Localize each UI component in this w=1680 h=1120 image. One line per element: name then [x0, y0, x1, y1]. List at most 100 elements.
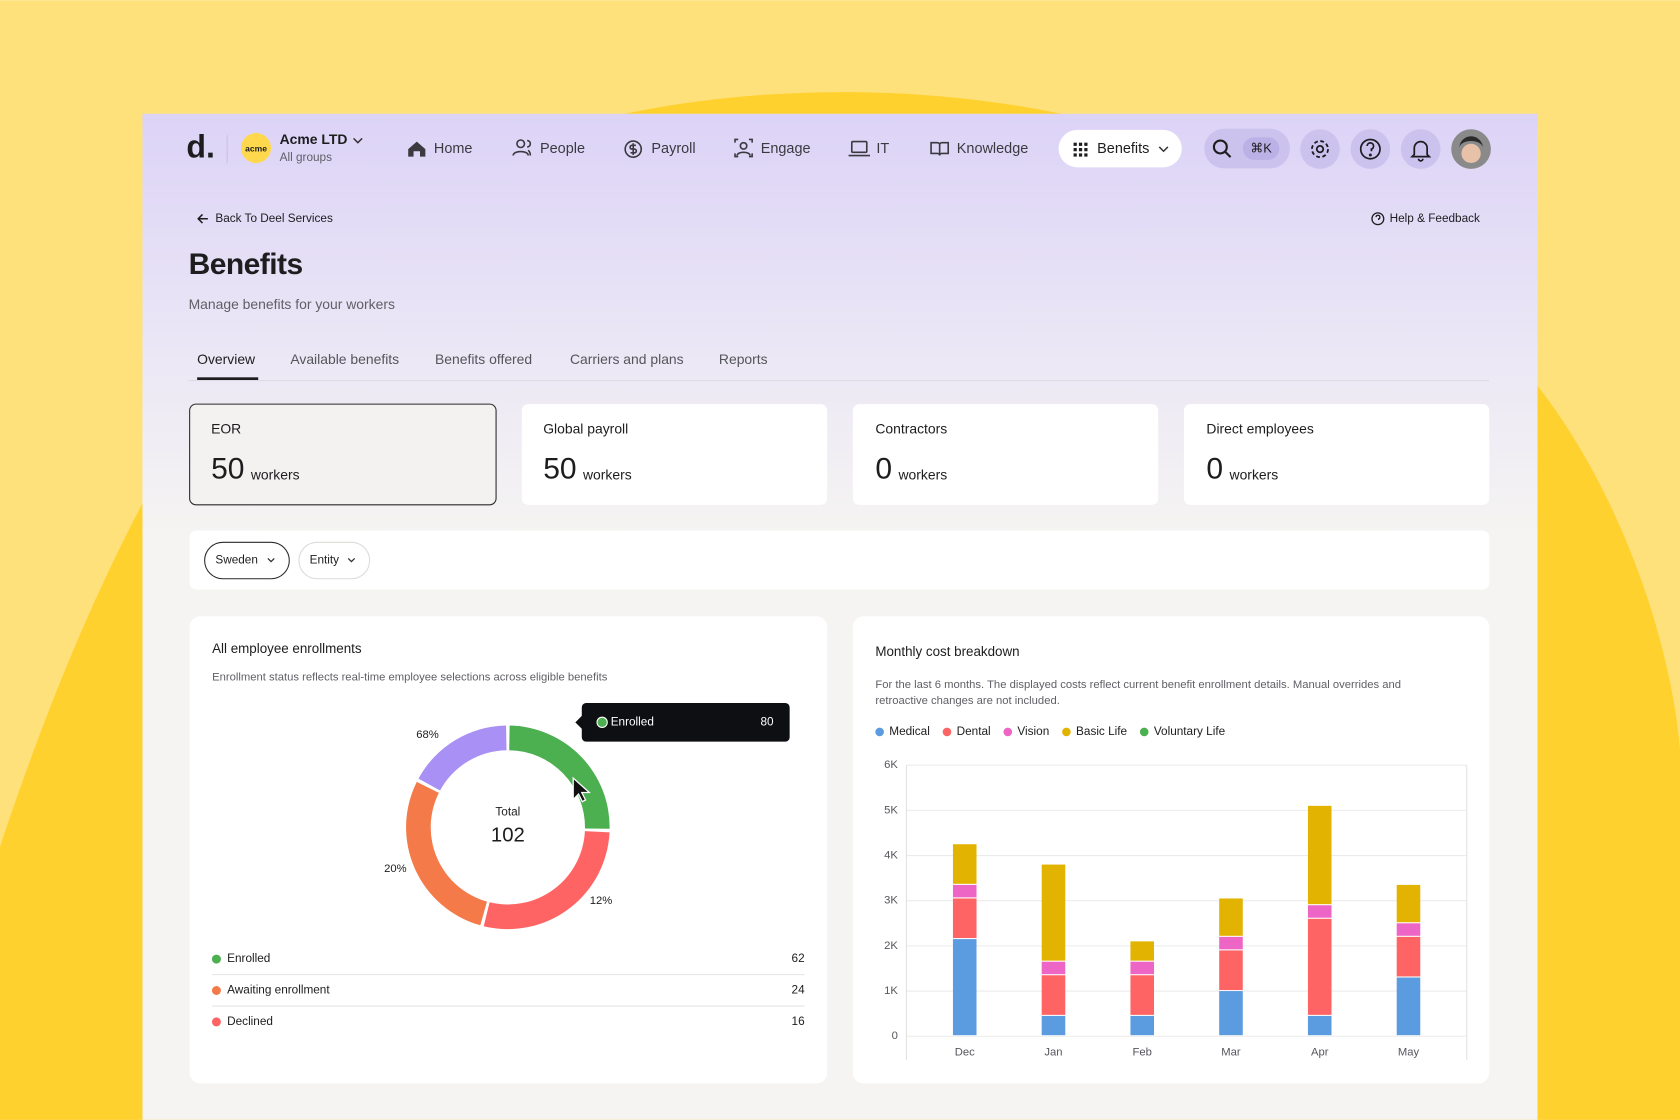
nav-item[interactable]: Engage [761, 141, 811, 157]
knowledge-icon [930, 141, 950, 156]
stat-label: EOR [211, 420, 241, 436]
chevron [267, 557, 275, 563]
bar-segment[interactable] [1041, 961, 1066, 975]
x-tick-label: May [1398, 1046, 1420, 1058]
slice-label: 68% [416, 729, 439, 741]
nav-item[interactable]: People [540, 141, 585, 157]
legend-label: Vision [1017, 725, 1049, 738]
filter-label[interactable]: Sweden [215, 554, 258, 567]
tab[interactable]: Carriers and plans [570, 351, 684, 367]
bell-icon [1410, 140, 1432, 162]
tab[interactable]: Benefits offered [435, 351, 532, 367]
list-count: 16 [792, 1015, 806, 1028]
stat-card[interactable] [189, 403, 497, 506]
stat-label: Global payroll [543, 420, 628, 436]
filter-pill[interactable] [298, 541, 371, 580]
legend-dot [211, 954, 221, 964]
nav-item[interactable]: Knowledge [957, 141, 1029, 157]
benefits-pill[interactable] [1058, 129, 1182, 168]
filter-label[interactable]: Entity [310, 554, 340, 567]
bar-segment[interactable] [1041, 975, 1066, 1015]
bar-segment[interactable] [1307, 905, 1332, 918]
bar-segment[interactable] [1396, 936, 1421, 977]
list-label: Declined [227, 1015, 273, 1028]
x-tick-label: Feb [1133, 1046, 1152, 1058]
y-tick-label: 1K [884, 985, 898, 997]
avatar-face [1461, 143, 1481, 164]
company-badge[interactable] [241, 133, 272, 164]
stat-card[interactable] [852, 404, 1159, 505]
legend-dot [875, 727, 884, 737]
help-button[interactable] [1350, 129, 1391, 169]
bar-segment[interactable] [952, 844, 977, 884]
enrollments-card [189, 616, 828, 1084]
stat-value: 50 [543, 452, 576, 485]
badge-text: acme [245, 143, 267, 153]
donut-slice[interactable] [418, 725, 507, 791]
bar-segment[interactable] [1396, 923, 1421, 936]
donut-slice[interactable] [406, 781, 487, 926]
bar-segment[interactable] [1041, 864, 1066, 961]
bar-segment[interactable] [952, 898, 977, 939]
bar-segment[interactable] [1130, 941, 1155, 961]
tooltip-value: 80 [760, 715, 774, 728]
filter-pill[interactable] [204, 541, 290, 580]
stat-label: Contractors [875, 420, 947, 436]
bar-segment[interactable] [1219, 898, 1243, 936]
bar-segment[interactable] [1307, 1015, 1332, 1036]
center-label: Total [495, 805, 520, 818]
bar-segment[interactable] [1130, 961, 1155, 975]
donut-slice[interactable] [509, 725, 610, 829]
notifications-button[interactable] [1400, 129, 1441, 169]
nav-item[interactable]: Benefits [1097, 141, 1149, 157]
nav-item[interactable]: Payroll [651, 141, 695, 157]
bar-segment[interactable] [1307, 805, 1332, 905]
bar-segment[interactable] [1130, 975, 1155, 1015]
legend-dot [1003, 727, 1013, 737]
home-icon [408, 141, 426, 157]
stat-unit: workers [1229, 467, 1279, 483]
stat-card[interactable] [1183, 404, 1490, 505]
back-link[interactable]: Back To Deel Services [215, 212, 333, 225]
filter-bar [189, 530, 1490, 590]
list-label: Enrolled [227, 952, 270, 965]
bar-segment[interactable] [1219, 950, 1243, 991]
it-icon [848, 140, 870, 157]
bar-segment[interactable] [1219, 991, 1243, 1036]
stat-unit: workers [250, 467, 300, 483]
legend-label: Dental [957, 725, 991, 738]
bar-segment[interactable] [1130, 1015, 1155, 1036]
legend-label: Basic Life [1076, 725, 1127, 738]
bar-segment[interactable] [1307, 918, 1332, 1015]
settings-button[interactable] [1300, 129, 1340, 169]
list-count: 62 [792, 952, 805, 965]
help-link[interactable]: Help & Feedback [1390, 212, 1480, 225]
nav-item[interactable]: Home [434, 141, 473, 157]
company-name[interactable]: Acme LTD [280, 131, 348, 147]
legend-dot [211, 986, 221, 995]
bar-segment[interactable] [952, 939, 977, 1036]
bar-segment[interactable] [952, 884, 977, 898]
help-small-icon [1371, 212, 1385, 226]
page-title: Benefits [189, 248, 303, 281]
logo[interactable]: d. [186, 129, 215, 165]
stat-card[interactable] [521, 404, 828, 505]
list-label: Awaiting enrollment [227, 984, 330, 997]
stat-value: 50 [211, 452, 244, 485]
chevron [353, 137, 363, 144]
bar-segment[interactable] [1041, 1015, 1066, 1036]
back-arrow [197, 213, 208, 224]
tab[interactable]: Available benefits [290, 351, 399, 367]
bar-segment[interactable] [1396, 884, 1421, 923]
tab[interactable]: Reports [719, 351, 768, 367]
donut-slice[interactable] [483, 831, 610, 930]
y-tick-label: 5K [884, 804, 898, 816]
y-tick-label: 6K [884, 759, 898, 771]
bar-segment[interactable] [1396, 977, 1421, 1036]
tab[interactable]: Overview [197, 351, 256, 367]
nav-item[interactable]: IT [876, 141, 889, 157]
bar-segment[interactable] [1219, 936, 1243, 950]
page-subtitle: Manage benefits for your workers [189, 296, 395, 312]
payroll-icon [624, 140, 643, 158]
stat-label: Direct employees [1206, 420, 1313, 436]
